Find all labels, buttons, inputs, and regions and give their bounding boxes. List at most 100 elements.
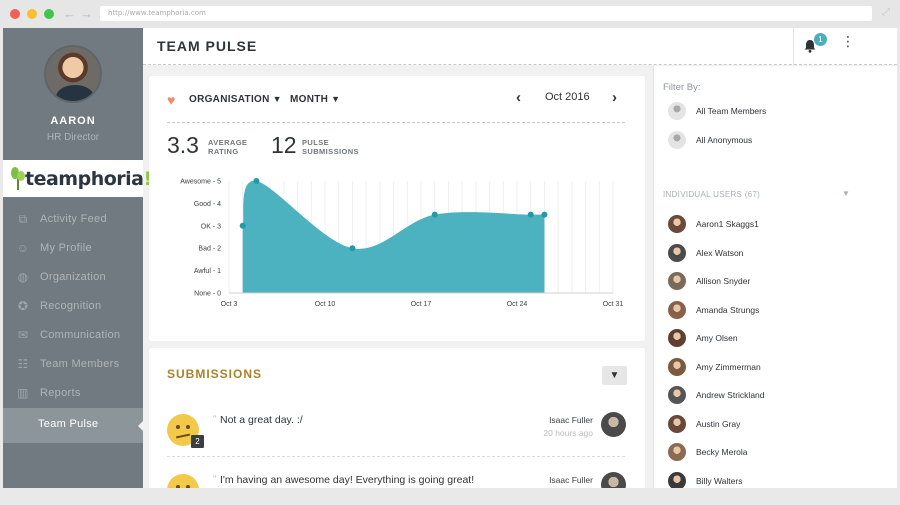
browser-bottom-bar	[0, 488, 900, 505]
sidebar-item-label: Team Pulse	[38, 418, 99, 430]
month-dropdown-label: MONTH	[290, 94, 329, 105]
submission-text: Not a great day. :/	[220, 414, 303, 426]
data-point	[349, 245, 356, 252]
avatar[interactable]	[601, 412, 626, 437]
user-list-item[interactable]: Amanda Strungs	[654, 297, 897, 323]
user-name: Billy Walters	[696, 475, 743, 486]
x-tick-label: Oct 24	[507, 301, 528, 308]
user-name: Amy Olsen	[696, 333, 738, 343]
avatar	[668, 386, 686, 404]
active-indicator	[138, 420, 144, 432]
close-window-button[interactable]	[10, 9, 20, 19]
avatar[interactable]	[601, 472, 626, 488]
sidebar-item-communication[interactable]: ✉ Communication	[3, 321, 143, 350]
sidebar-item-activity-feed[interactable]: ⧉ Activity Feed	[3, 205, 143, 234]
user-list-item[interactable]: Alex Watson	[654, 240, 897, 266]
previous-period-button[interactable]: ‹	[516, 89, 521, 106]
user-list-item[interactable]: Amy Olsen	[654, 325, 897, 351]
divider	[167, 122, 625, 123]
sidebar-item-team-members[interactable]: ☷ Team Members	[3, 350, 143, 379]
notification-badge[interactable]: 1	[814, 33, 827, 46]
user-list-item[interactable]: Aaron1 Skaggs1	[654, 211, 897, 237]
filter-all-team-members[interactable]: All Team Members	[654, 98, 897, 124]
pulse-card: ♥ ORGANISATION ▼ MONTH ▼ ‹ Oct 2016 › 3.3 …	[149, 76, 645, 341]
next-period-button[interactable]: ›	[612, 89, 617, 106]
user-name: Aaron1 Skaggs1	[696, 219, 759, 229]
sidebar-item-reports[interactable]: ▥ Reports	[3, 379, 143, 408]
data-point	[527, 211, 534, 218]
submission-time: 20 hours ago	[543, 428, 593, 438]
user-name: Andrew Strickland	[696, 390, 765, 400]
submissions-filter-button[interactable]: ▼	[602, 366, 627, 385]
sidebar-item-my-profile[interactable]: ☺ My Profile	[3, 234, 143, 263]
address-bar[interactable]: http://www.teamphoria.com	[100, 6, 872, 21]
happy-face-icon	[167, 474, 199, 488]
sidebar-item-recognition[interactable]: ✪ Recognition	[3, 292, 143, 321]
teamphoria-logo[interactable]: teamphoria!	[3, 160, 152, 197]
logo-text: teamphoria!	[25, 168, 152, 190]
avatar	[668, 329, 686, 347]
back-arrow-icon[interactable]: ←	[63, 6, 76, 21]
user-list-item[interactable]: Amy Zimmerman	[654, 354, 897, 380]
submission-user[interactable]: Isaac Fuller	[549, 475, 593, 485]
profile-section: AARON HR Director	[3, 28, 143, 160]
x-tick-label: Oct 17	[411, 301, 432, 308]
filter-icon[interactable]: ▼	[842, 189, 850, 198]
filter-all-anonymous[interactable]: All Anonymous	[654, 127, 897, 153]
user-name: Amanda Strungs	[696, 304, 760, 315]
user-name: Amy Zimmerman	[696, 361, 761, 372]
month-dropdown[interactable]: MONTH ▼	[290, 94, 340, 105]
bell-icon[interactable]	[803, 39, 817, 53]
minimize-window-button[interactable]	[27, 9, 37, 19]
app-window: AARON HR Director teamphoria! ⧉ Activity…	[3, 28, 897, 488]
maximize-window-button[interactable]	[44, 9, 54, 19]
sidebar-item-label: Team Members	[40, 358, 120, 370]
chat-icon: ✉	[17, 328, 29, 342]
submission-item[interactable]: 2 “ Not a great day. :/ Isaac Fuller 20 …	[149, 404, 645, 464]
organisation-dropdown[interactable]: ORGANISATION ▼	[189, 94, 282, 105]
user-list-item[interactable]: Becky Merola	[654, 439, 897, 465]
chevron-down-icon: ▼	[272, 94, 282, 104]
sidebar-item-organization[interactable]: ◍ Organization	[3, 263, 143, 292]
y-tick-label: OK - 3	[201, 223, 221, 230]
sidebar-item-label: Communication	[40, 329, 121, 341]
x-tick-label: Oct 10	[315, 301, 336, 308]
user-list-item[interactable]: Andrew Strickland	[654, 382, 897, 408]
sidebar-item-label: Activity Feed	[40, 213, 107, 225]
data-point	[253, 178, 260, 184]
user-name: Becky Merola	[696, 447, 748, 457]
y-tick-label: Bad - 2	[198, 246, 221, 253]
submission-user[interactable]: Isaac Fuller	[549, 415, 593, 425]
data-point	[239, 222, 246, 229]
submissions-title: SUBMISSIONS	[167, 367, 263, 381]
profile-avatar[interactable]	[44, 45, 102, 103]
user-placeholder-icon	[668, 131, 686, 149]
user-list-item[interactable]: Allison Snyder	[654, 268, 897, 294]
avatar	[668, 215, 686, 233]
filter-panel: Filter By: All Team Members All Anonymou…	[653, 66, 897, 488]
expand-icon[interactable]: ⤢	[882, 7, 890, 18]
chevron-down-icon: ▼	[331, 94, 341, 104]
avatar	[668, 272, 686, 290]
user-list-item[interactable]: Billy Walters	[654, 468, 897, 488]
avatar	[668, 300, 686, 319]
submission-item[interactable]: “ I'm having an awesome day! Everything …	[149, 464, 645, 488]
user-name: Austin Gray	[696, 418, 741, 429]
profile-role: HR Director	[46, 132, 100, 143]
x-tick-label: Oct 3	[221, 301, 238, 308]
organisation-dropdown-label: ORGANISATION	[189, 94, 270, 105]
header-divider	[793, 28, 794, 65]
y-tick-label: None - 0	[194, 291, 221, 298]
pulse-submissions-label: PULSE SUBMISSIONS	[302, 138, 359, 156]
more-options-icon[interactable]: ⋮	[841, 33, 855, 49]
sidebar-menu: ⧉ Activity Feed ☺ My Profile ◍ Organizat…	[3, 205, 144, 443]
quote-icon: “	[213, 414, 217, 425]
forward-arrow-icon[interactable]: →	[80, 6, 93, 21]
sidebar-item-team-pulse[interactable]: Team Pulse	[3, 408, 144, 443]
browser-toolbar: ← → http://www.teamphoria.com ⤢	[0, 0, 900, 28]
user-list-item[interactable]: Austin Gray	[654, 411, 897, 437]
user-placeholder-icon	[668, 102, 686, 120]
sidebar-item-label: Organization	[40, 271, 106, 283]
profile-name: AARON	[50, 115, 96, 127]
